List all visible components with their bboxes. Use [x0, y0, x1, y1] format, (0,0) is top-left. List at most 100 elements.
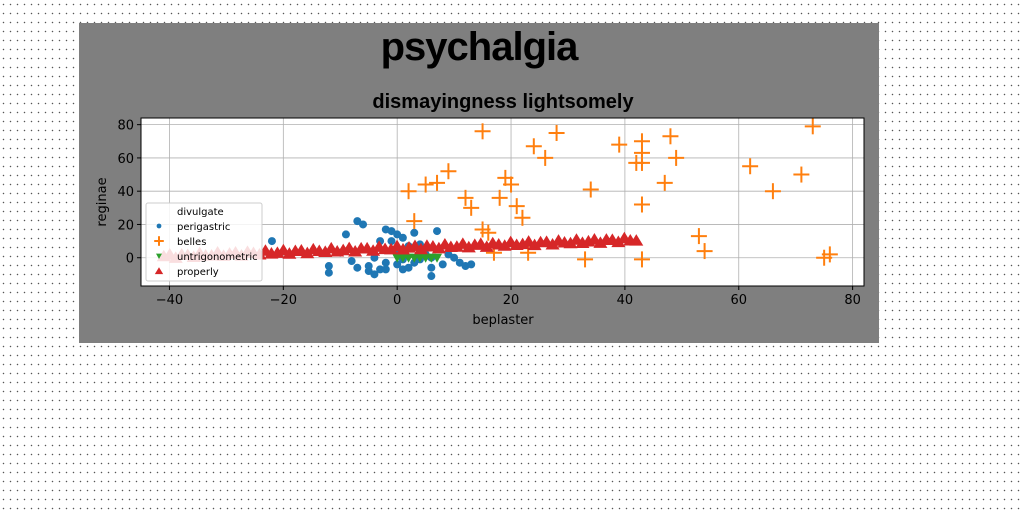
perigastric-point [359, 220, 368, 229]
properly-point [545, 237, 560, 250]
properly-point [563, 236, 578, 249]
perigastric-point [353, 263, 362, 272]
perigastric-point [381, 265, 390, 274]
perigastric-point [427, 272, 436, 281]
legend: divulgate perigastric belles untrigonometri… [145, 202, 263, 282]
perigastric-point [404, 263, 413, 272]
x-tick-label: −40 [156, 293, 183, 308]
belles-point [525, 138, 542, 155]
chart-svg: psychalgia dismayingness lightsomely −40… [95, 25, 865, 328]
y-axis-label: reginae [95, 177, 110, 226]
belles-point [656, 174, 673, 191]
perigastric-point [427, 263, 436, 272]
belles-point [457, 189, 474, 206]
perigastric-point [370, 270, 379, 279]
perigastric-point [324, 262, 333, 271]
properly-point [300, 246, 315, 259]
belles-point [668, 149, 685, 166]
belles-point [440, 163, 457, 180]
perigastric-point [410, 228, 419, 237]
properly-point [479, 240, 494, 252]
legend-marker-perigastric [156, 223, 162, 229]
belles-point [577, 251, 594, 268]
properly-point [384, 242, 399, 255]
perigastric-point [364, 262, 373, 271]
belles-point [804, 118, 821, 135]
x-tick-label: 40 [617, 293, 634, 308]
x-tick-label: −20 [270, 293, 297, 308]
x-tick-label: 60 [730, 293, 747, 308]
belles-point [696, 243, 713, 260]
belles-point [474, 123, 491, 140]
x-tick-label: 80 [844, 293, 861, 308]
perigastric-point [398, 233, 407, 242]
properly-point [629, 234, 644, 246]
belles-point [491, 189, 508, 206]
belles-point [514, 209, 531, 226]
legend-marker-belles [154, 236, 164, 246]
belles-point [633, 144, 650, 161]
belles-point [463, 199, 480, 216]
legend-label-untrigonometric: untrigonometric [177, 252, 258, 263]
perigastric-point [450, 253, 459, 262]
perigastric-point [387, 237, 396, 246]
y-tick-label: 20 [117, 218, 134, 233]
belles-point [690, 228, 707, 245]
chart-figure: psychalgia dismayingness lightsomely −40… [79, 23, 879, 343]
belles-point [633, 196, 650, 213]
belles-point [662, 128, 679, 145]
belles-point [548, 124, 565, 141]
legend-label-perigastric: perigastric [177, 222, 230, 233]
belles-point [633, 251, 650, 268]
perigastric-point [347, 257, 356, 266]
legend-label-belles: belles [177, 237, 206, 248]
belles-point [537, 149, 554, 166]
belles-point [417, 176, 434, 193]
x-axis-label: beplaster [472, 313, 534, 328]
legend-marker-untrigonometric [156, 253, 162, 259]
perigastric-point [438, 260, 447, 269]
perigastric-point [381, 258, 390, 267]
perigastric-point [393, 260, 402, 269]
properly-point [413, 242, 428, 255]
belles-point [480, 224, 497, 241]
axis-ticks: −40 −20 0 20 40 60 80 0 20 40 60 80 [117, 119, 860, 308]
perigastric-point [267, 237, 276, 246]
properly-point [611, 235, 626, 248]
perigastric-point [433, 227, 442, 236]
belles-point [582, 181, 599, 198]
chart-title: psychalgia [381, 25, 580, 69]
belles-point [611, 136, 628, 153]
belles-point [429, 174, 446, 191]
belles-point [821, 246, 838, 263]
belles-point [764, 183, 781, 200]
legend-label-properly: properly [177, 267, 219, 278]
x-tick-label: 0 [393, 293, 401, 308]
legend-box [145, 202, 263, 282]
plot-frame [140, 117, 865, 287]
properly-point [348, 244, 363, 257]
legend-label-divulgate: divulgate [177, 207, 224, 218]
untrigonometric-point [432, 253, 443, 263]
properly-point [318, 245, 333, 257]
perigastric-point [467, 260, 476, 269]
y-tick-label: 0 [126, 252, 134, 267]
belles-point [400, 183, 417, 200]
legend-marker-properly [154, 267, 164, 275]
belles-point [503, 176, 520, 193]
chart-subtitle: dismayingness lightsomely [372, 91, 634, 113]
perigastric-point [341, 230, 350, 239]
belles-point [742, 158, 759, 175]
properly-point [593, 236, 608, 248]
y-tick-label: 80 [117, 119, 134, 134]
y-tick-label: 60 [117, 152, 134, 167]
properly-point [431, 241, 446, 254]
y-tick-label: 40 [117, 185, 134, 200]
properly-point [497, 239, 512, 251]
x-tick-label: 20 [503, 293, 520, 308]
properly-point [366, 244, 381, 256]
perigastric-point [376, 265, 385, 274]
belles-point [508, 198, 525, 215]
belles-point [793, 166, 810, 183]
belles-point [406, 213, 423, 230]
